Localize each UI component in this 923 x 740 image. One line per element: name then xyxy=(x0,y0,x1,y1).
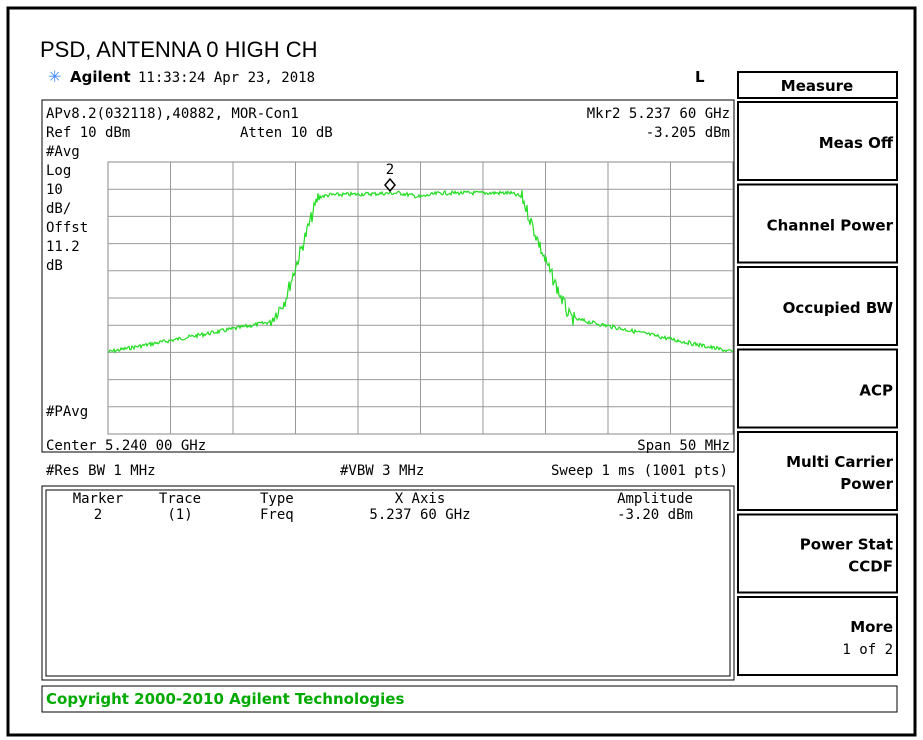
copyright: Copyright 2000-2010 Agilent Technologies xyxy=(46,690,404,708)
softkey-label: Power xyxy=(840,475,893,493)
menu-title-box xyxy=(737,71,898,99)
span: Span 50 MHz xyxy=(637,438,730,454)
center: Center 5.240 00 GHz xyxy=(46,438,206,454)
marker-readout: Mkr2 5.237 60 GHz xyxy=(587,106,730,122)
softkey[interactable] xyxy=(737,183,898,264)
sweep: Sweep 1 ms (1001 pts) xyxy=(551,463,728,479)
softkey-label: CCDF xyxy=(848,558,893,576)
side-label: dB xyxy=(46,258,63,274)
table-inner xyxy=(45,489,731,677)
mode: L xyxy=(695,68,705,86)
table-cell: (1) xyxy=(167,507,192,523)
softkey[interactable] xyxy=(737,596,898,676)
side-label: #Avg xyxy=(46,144,80,160)
copyright-bar xyxy=(41,685,898,713)
softkey-label: Multi Carrier xyxy=(786,453,894,471)
softkey-label: Channel Power xyxy=(767,217,894,235)
marker xyxy=(384,177,396,193)
table-cell: 2 xyxy=(94,507,102,523)
side-label: 10 xyxy=(46,182,63,198)
atten: Atten 10 dB xyxy=(240,125,333,141)
ref: Ref 10 dBm xyxy=(46,125,130,141)
menu-title: Measure xyxy=(781,77,853,95)
softkey-label: Occupied BW xyxy=(783,299,894,317)
softkey[interactable] xyxy=(737,266,898,346)
side-label: dB/ xyxy=(46,201,71,217)
brand: Agilent xyxy=(70,68,131,86)
vbw: #VBW 3 MHz xyxy=(340,463,424,479)
marker-label: 2 xyxy=(386,162,394,178)
side-label: Log xyxy=(46,163,71,179)
logo-icon: ✳ xyxy=(48,67,61,86)
softkey-label: Power Stat xyxy=(800,536,893,554)
time: 11:33:24 Apr 23, 2018 xyxy=(138,70,315,86)
amplitude: -3.205 dBm xyxy=(646,125,730,141)
table-header: X Axis xyxy=(395,491,446,507)
softkey-label: ACP xyxy=(859,382,893,400)
table-header: Marker xyxy=(73,491,124,507)
pavg: #PAvg xyxy=(46,404,88,420)
rbw: #Res BW 1 MHz xyxy=(46,463,156,479)
table-header: Trace xyxy=(159,491,201,507)
side-label: Offst xyxy=(46,220,88,236)
title: PSD, ANTENNA 0 HIGH CH xyxy=(40,37,318,62)
table-cell: 5.237 60 GHz xyxy=(369,507,470,523)
softkey-label: More xyxy=(850,618,893,636)
id: APv8.2(032118),40882, MOR-Con1 xyxy=(46,106,299,122)
table-header: Amplitude xyxy=(617,491,693,507)
table-cell: -3.20 dBm xyxy=(617,507,693,523)
softkey-label: Meas Off xyxy=(819,134,894,152)
frame xyxy=(6,6,917,737)
table-cell: Freq xyxy=(260,507,294,523)
table-header: Type xyxy=(260,491,294,507)
softkey[interactable] xyxy=(737,513,898,594)
screen-box xyxy=(41,99,735,453)
table-box xyxy=(41,485,735,681)
softkey[interactable] xyxy=(737,431,898,511)
side-label: 11.2 xyxy=(46,239,80,255)
trace xyxy=(107,189,734,354)
softkey[interactable] xyxy=(737,348,898,429)
softkey[interactable] xyxy=(737,101,898,181)
softkey-label: 1 of 2 xyxy=(842,642,893,658)
